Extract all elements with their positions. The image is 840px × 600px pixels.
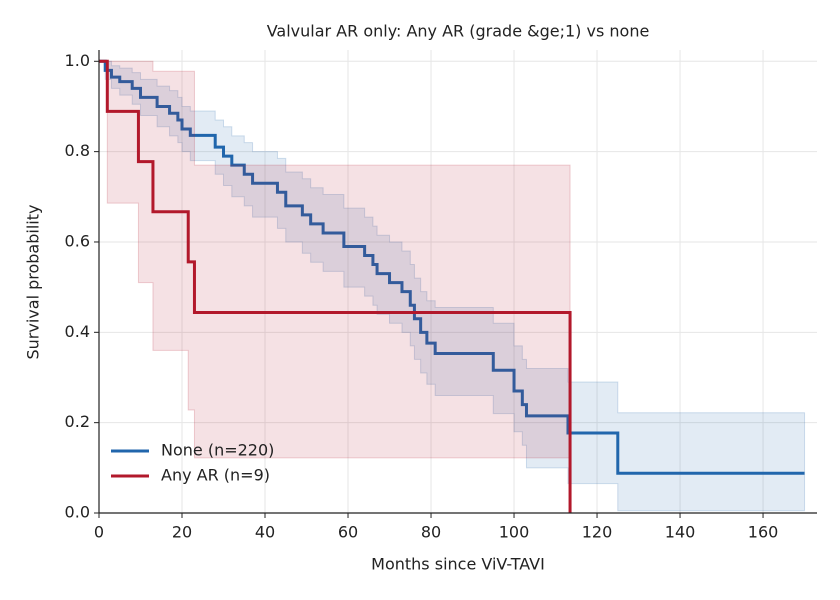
y-tick-label: 0.2: [65, 412, 90, 431]
y-tick-label: 0.0: [65, 503, 90, 522]
y-tick-label: 1.0: [65, 51, 90, 70]
legend-label: Any AR (n=9): [161, 466, 270, 485]
legend-label: None (n=220): [161, 441, 274, 460]
y-tick-label: 0.6: [65, 231, 90, 250]
x-axis-label: Months since ViV-TAVI: [371, 555, 545, 574]
x-tick-label: 80: [421, 523, 441, 542]
x-tick-label: 20: [172, 523, 192, 542]
y-axis-label: Survival probability: [24, 205, 43, 360]
survival-line: [99, 59, 805, 475]
confidence-band: [99, 60, 806, 512]
x-tick-label: 60: [338, 523, 358, 542]
y-tick-label: 0.4: [65, 322, 90, 341]
chart-title: Valvular AR only: Any AR (grade &ge;1) v…: [267, 22, 650, 41]
x-tick-label: 140: [665, 523, 696, 542]
y-tick-label: 0.8: [65, 141, 90, 160]
x-tick-label: 0: [94, 523, 104, 542]
x-tick-label: 100: [499, 523, 530, 542]
x-tick-label: 120: [582, 523, 613, 542]
confidence-band: [99, 60, 571, 459]
x-tick-label: 160: [748, 523, 779, 542]
x-tick-label: 40: [255, 523, 275, 542]
survival-line: [99, 59, 572, 513]
